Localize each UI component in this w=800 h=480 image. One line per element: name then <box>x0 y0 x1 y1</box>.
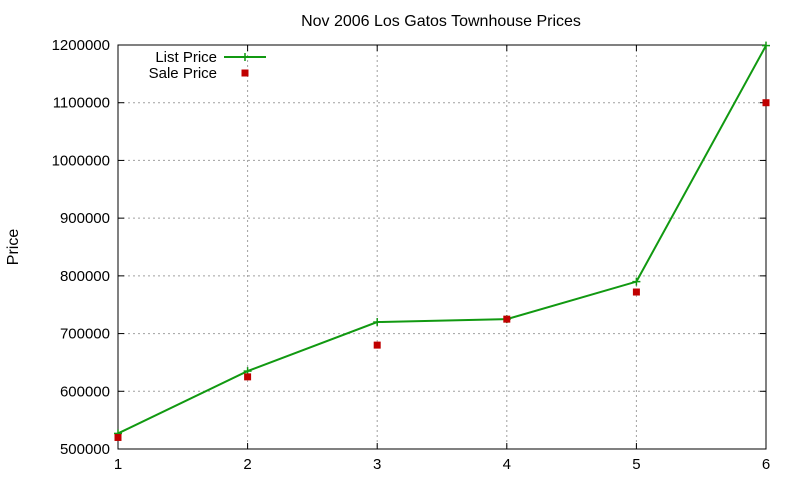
x-tick-label: 6 <box>762 456 770 473</box>
series-sale-price <box>114 99 770 441</box>
legend-marker <box>241 69 249 77</box>
data-point <box>503 315 511 323</box>
y-tick-label: 1000000 <box>52 152 110 169</box>
x-tick-label: 1 <box>114 456 122 473</box>
legend-marker <box>241 53 249 61</box>
series-line <box>117 45 767 435</box>
legend-label: List Price <box>155 49 217 66</box>
axis-ticks: 500000 600000 700000 800000 900000 1000000 110… <box>52 37 771 473</box>
series-list-price <box>114 41 770 438</box>
y-tick-label: 1100000 <box>53 95 110 112</box>
data-point <box>114 433 122 441</box>
data-point <box>244 373 252 381</box>
series <box>114 41 770 441</box>
y-tick-label: 600000 <box>60 383 110 400</box>
y-tick-label: 800000 <box>60 268 110 285</box>
y-tick-label: 700000 <box>60 326 110 343</box>
grid <box>118 45 766 449</box>
x-tick-label: 3 <box>373 456 381 473</box>
x-tick-label: 4 <box>503 456 511 473</box>
data-point <box>632 277 641 286</box>
y-tick-label: 900000 <box>60 210 110 227</box>
y-axis-label: Price <box>5 229 22 266</box>
x-tick-label: 5 <box>632 456 640 473</box>
data-point <box>632 288 640 296</box>
legend-label: Sale Price <box>149 65 217 82</box>
plot-frame <box>117 44 767 450</box>
y-tick-label: 1200000 <box>52 37 110 54</box>
legend-entry: Sale Price <box>149 65 249 82</box>
x-tick-label: 2 <box>243 456 251 473</box>
legend-entry: List Price <box>155 49 266 66</box>
data-point <box>373 341 381 349</box>
chart-title: Nov 2006 Los Gatos Townhouse Prices <box>301 13 581 30</box>
y-tick-label: 500000 <box>60 441 110 458</box>
data-point <box>762 99 770 107</box>
data-point <box>373 318 382 327</box>
data-point <box>762 41 770 50</box>
